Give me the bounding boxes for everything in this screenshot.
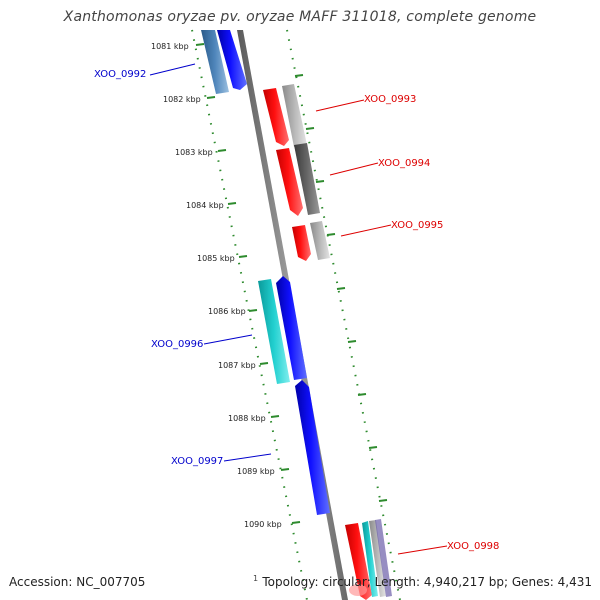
gene-xoo-0993[interactable] xyxy=(263,84,307,147)
kbp-label: 1085 kbp xyxy=(197,254,235,263)
kbp-label: 1090 kbp xyxy=(244,520,282,529)
gene-xoo-0994[interactable] xyxy=(276,143,320,216)
kbp-label: 1082 kbp xyxy=(163,95,201,104)
leader-xoo-0993 xyxy=(315,99,365,112)
gene-label-xoo-0993[interactable]: XOO_0993 xyxy=(364,94,416,105)
kbp-label: 1089 kbp xyxy=(237,467,275,476)
gene-xoo-0995[interactable] xyxy=(292,221,330,261)
topology-mark: 1 xyxy=(253,574,259,583)
kbp-label: 1086 kbp xyxy=(208,307,246,316)
kbp-labels: 1081 kbp 1082 kbp 1083 kbp 1084 kbp 1085… xyxy=(151,42,282,529)
gene-xoo-0997[interactable] xyxy=(295,380,330,515)
gene-label-xoo-0994[interactable]: XOO_0994 xyxy=(378,158,430,169)
kbp-label: 1081 kbp xyxy=(151,42,189,51)
gene-xoo-0996[interactable] xyxy=(258,276,307,384)
topology-text: Topology: circular; Length: 4,940,217 bp… xyxy=(262,575,592,589)
kbp-label: 1088 kbp xyxy=(228,414,266,423)
leader-xoo-0992 xyxy=(149,63,196,76)
gene-xoo-0992[interactable] xyxy=(201,30,247,94)
dotted-track-right xyxy=(286,29,401,600)
kbp-label: 1087 kbp xyxy=(218,361,256,370)
ruler-ticks-right xyxy=(294,74,388,502)
leader-xoo-0996 xyxy=(203,334,253,345)
kbp-label: 1083 kbp xyxy=(175,148,213,157)
kbp-label: 1084 kbp xyxy=(186,201,224,210)
gene-label-xoo-0996[interactable]: XOO_0996 xyxy=(151,339,203,350)
leader-xoo-0997 xyxy=(223,453,272,462)
ruler-ticks-left xyxy=(195,43,301,524)
leader-xoo-0994 xyxy=(329,162,379,176)
leader-xoo-0995 xyxy=(340,224,392,237)
gene-label-xoo-0997[interactable]: XOO_0997 xyxy=(171,456,223,467)
gene-label-xoo-0998[interactable]: XOO_0998 xyxy=(447,541,499,552)
leader-lines xyxy=(149,63,448,555)
genome-title: Xanthomonas oryzae pv. oryzae MAFF 31101… xyxy=(63,9,537,25)
dotted-track-left xyxy=(191,29,308,600)
gene-label-xoo-0995[interactable]: XOO_0995 xyxy=(391,220,443,231)
accession-text: Accession: NC_007705 xyxy=(9,575,146,589)
leader-xoo-0998 xyxy=(397,545,448,555)
gene-xoo-0998[interactable] xyxy=(345,519,392,600)
gene-label-xoo-0992[interactable]: XOO_0992 xyxy=(94,69,146,80)
